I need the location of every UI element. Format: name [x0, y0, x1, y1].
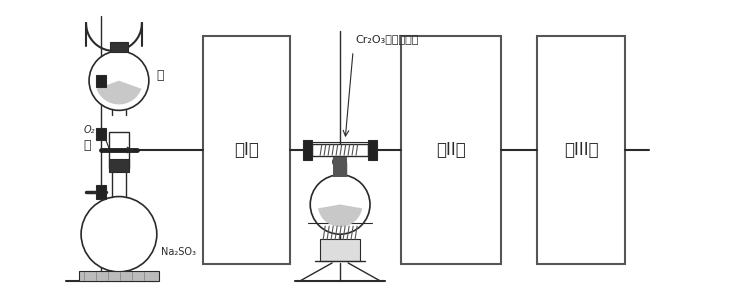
- Wedge shape: [97, 81, 142, 104]
- Bar: [202, 36, 290, 264]
- Bar: [96, 75, 106, 87]
- Circle shape: [81, 196, 157, 272]
- Text: （II）: （II）: [436, 141, 466, 159]
- Wedge shape: [318, 205, 362, 227]
- Text: 乙: 乙: [83, 139, 91, 152]
- Text: （III）: （III）: [564, 141, 598, 159]
- Text: （I）: （I）: [234, 141, 259, 159]
- Circle shape: [333, 156, 344, 167]
- Text: O₂: O₂: [83, 125, 94, 135]
- Bar: [368, 140, 377, 160]
- Bar: [303, 140, 312, 160]
- Bar: [110, 42, 128, 52]
- Bar: [401, 36, 500, 264]
- Circle shape: [310, 175, 370, 234]
- Bar: [79, 271, 159, 281]
- Bar: [96, 185, 106, 199]
- Text: Cr₂O₃（偐化剂）: Cr₂O₃（偐化剂）: [355, 34, 419, 44]
- Bar: [538, 36, 625, 264]
- Bar: [109, 159, 129, 172]
- Bar: [109, 132, 129, 168]
- Bar: [312, 144, 368, 156]
- Text: Na₂SO₃: Na₂SO₃: [160, 247, 196, 257]
- Text: 甲: 甲: [157, 69, 164, 82]
- Bar: [320, 239, 360, 261]
- Bar: [96, 128, 106, 140]
- Bar: [333, 157, 347, 177]
- Circle shape: [89, 51, 148, 110]
